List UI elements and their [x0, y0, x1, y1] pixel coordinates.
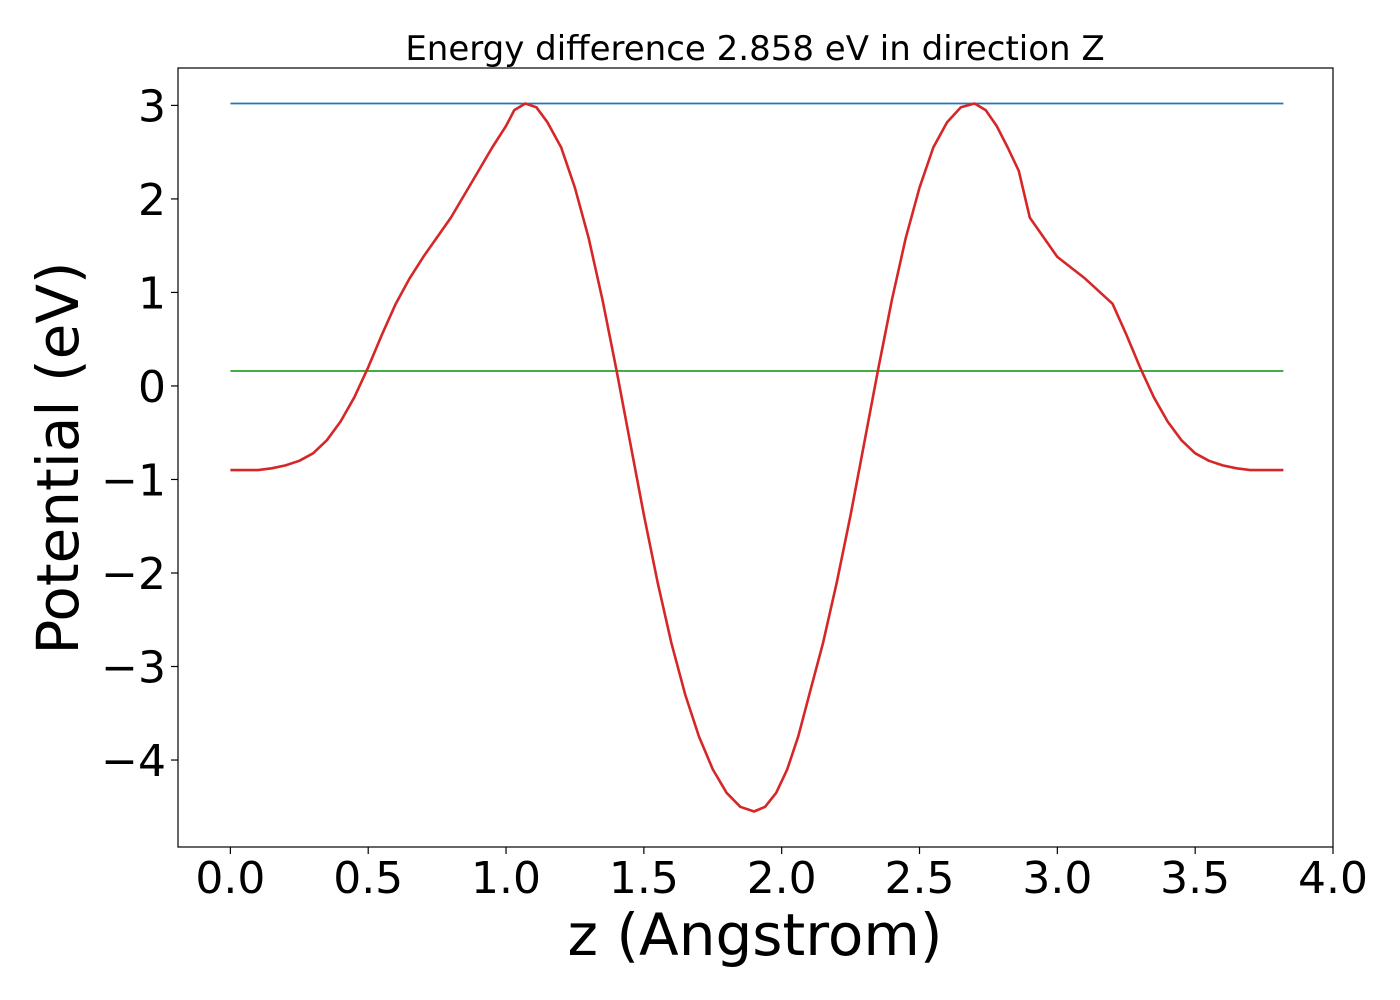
y-tick-label: 2: [138, 175, 166, 226]
x-tick-label: 0.0: [195, 853, 265, 904]
series-line-2: [230, 102, 1284, 813]
y-axis-ticks: 3 2 1 0 −1 −2 −3 −4: [101, 81, 178, 787]
chart-title: Energy difference 2.858 eV in direction …: [405, 29, 1104, 69]
x-tick-label: 1.0: [471, 853, 541, 904]
x-tick-label: 1.5: [609, 853, 679, 904]
y-tick-label: −3: [101, 643, 166, 694]
x-axis-ticks: 0.0 0.5 1.0 1.5 2.0 2.5 3.0 3.5 4.0: [195, 847, 1368, 904]
x-axis-label: z (Angstrom): [568, 901, 943, 969]
y-tick-label: 3: [138, 81, 166, 132]
x-tick-label: 3.5: [1160, 853, 1230, 904]
y-tick-label: 1: [138, 268, 166, 319]
y-tick-label: −4: [101, 736, 166, 787]
y-tick-label: −2: [101, 549, 166, 600]
plot-frame: [177, 67, 1334, 848]
x-tick-label: 2.0: [747, 853, 817, 904]
y-tick-label: 0: [138, 362, 166, 413]
x-tick-label: 0.5: [333, 853, 403, 904]
x-tick-label: 4.0: [1298, 853, 1368, 904]
y-axis-label: Potential (eV): [24, 261, 92, 654]
y-tick-label: −1: [101, 455, 166, 506]
plot-lines: [230, 102, 1284, 813]
x-tick-label: 2.5: [885, 853, 955, 904]
x-tick-label: 3.0: [1022, 853, 1092, 904]
